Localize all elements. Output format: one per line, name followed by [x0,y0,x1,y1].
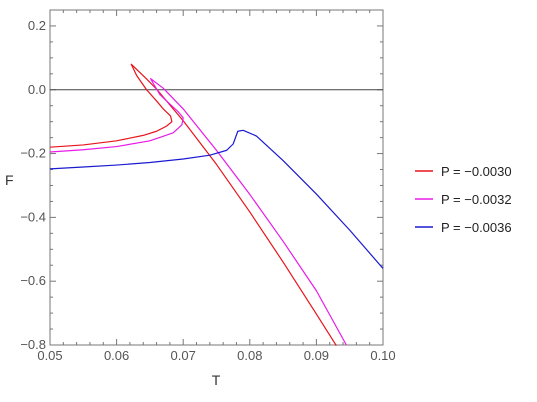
x-axis-label: T [212,372,221,388]
x-tick-label: 0.07 [171,348,196,363]
series-line [49,63,337,346]
legend-entry: P = −0.0030 [441,164,512,179]
legend-entry: P = −0.0032 [441,192,512,207]
y-tick-label: −0.2 [20,146,46,161]
x-tick-label: 0.06 [104,348,129,363]
plot-frame [49,9,384,346]
axis-tick-labels: 0.05 0.06 0.07 0.08 0.09 0.10 0.2 0.0 −0.2 −0.4 −0… [20,18,395,363]
y-tick-label: 0.0 [28,82,46,97]
axis-ticks [49,9,384,346]
y-tick-label: −0.6 [20,273,46,288]
y-tick-label: −0.8 [20,337,46,352]
series-line [49,78,347,346]
x-tick-label: 0.05 [37,348,62,363]
series-lines [49,63,384,346]
y-tick-label: −0.4 [20,209,46,224]
y-axis-label: F [5,172,14,188]
legend-entry: P = −0.0036 [441,220,512,235]
x-tick-label: 0.09 [304,348,329,363]
x-tick-label: 0.08 [237,348,262,363]
series-line [49,129,384,269]
x-tick-label: 0.10 [370,348,395,363]
y-tick-label: 0.2 [28,18,46,33]
legend: P = −0.0030 P = −0.0032 P = −0.0036 [415,164,512,235]
